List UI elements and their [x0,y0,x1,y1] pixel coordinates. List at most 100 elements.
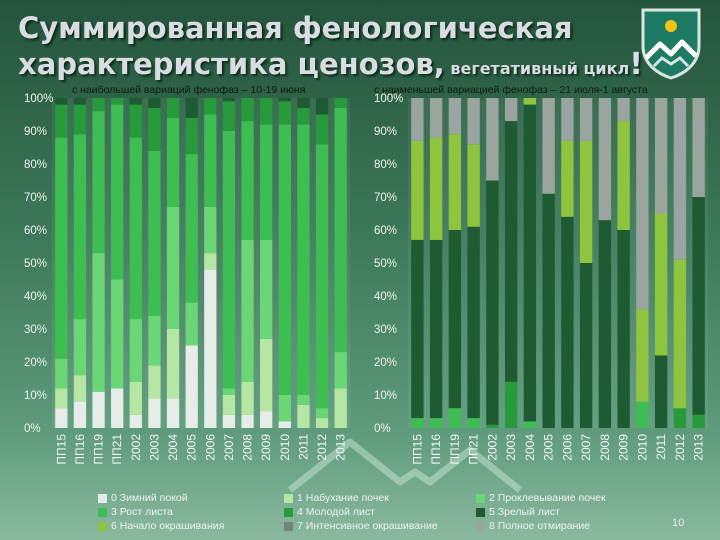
bar-segment [92,98,105,112]
bar-segment [429,98,443,138]
bar-segment [429,137,443,240]
bar-segment [617,98,630,122]
y-tick-label: 0% [374,423,391,435]
bar-segment [429,239,443,419]
x-tick-label: 2007 [222,434,236,461]
bar-segment [486,180,499,425]
title-line-2: характеристика ценозов, [18,47,445,81]
bar-segment [448,408,462,428]
bar-segment [654,355,668,428]
bar-segment [692,98,705,197]
phenology-charts: 0% 10% 20% 30% 40% 50% 60% 70% 80% 90% 100% с наибо… [24,84,706,465]
bar-segment [297,395,310,405]
bar-segment [523,98,537,105]
y-tick-label: 10% [374,390,397,402]
bar-segment [334,107,347,353]
bar-segment [579,140,593,263]
y-tick-label: 90% [24,126,47,138]
title-line-1: Суммированная фенологическая [18,11,573,45]
legend-label: 0 Зимний покой [111,492,188,504]
legend-swatch [98,493,107,503]
bar-segment [260,411,273,428]
x-tick-label: ПП16 [73,434,87,465]
bar-segment [297,107,310,125]
bar-segment [411,140,424,240]
bar-segment [148,98,161,108]
y-tick-label: 50% [374,258,397,270]
y-tick-label: 60% [24,225,47,237]
bar-segment [148,150,161,316]
bar-segment [241,414,254,428]
bar-segment [297,98,310,108]
bar-segment [222,98,236,102]
bar-segment [204,114,217,207]
legend-label: 4 Молодой лист [297,506,375,518]
bar-segment [429,418,443,428]
x-tick-label: 2003 [147,434,161,461]
bar-segment [166,398,180,428]
bar-segment [241,381,254,415]
bar-segment [241,98,254,122]
page-number: 10 [672,517,685,529]
legend-item: 8 Полное отмирание [476,520,590,532]
bar-segment [617,121,630,230]
bar-segment [111,104,124,280]
legend-label: 5 Зрелый лист [489,506,560,518]
bar-segment [73,98,87,105]
bar-segment [55,98,68,105]
bar-segment [111,388,124,428]
legend-swatch [476,521,485,531]
bar-segment [692,197,705,415]
bar-segment [73,319,87,376]
x-tick-label: 2011 [296,434,310,460]
bar-segment [260,124,273,240]
bar-segment [260,338,273,412]
y-tick-label: 40% [374,291,397,303]
bar-segment [542,98,555,194]
legend: 0 Зимний покой 1 Набухание почек 2 Проклев… [0,488,720,540]
title-exclaim: ! [629,47,643,82]
bar-segment [73,375,87,402]
x-tick-label: 2003 [504,434,518,461]
bar-segment [315,114,329,145]
bar-segment [542,193,555,428]
bar-segment [166,117,180,207]
x-tick-label: ПП15 [410,434,424,465]
y-tick-label: 30% [24,324,47,336]
x-tick-label: 2009 [617,434,631,461]
y-tick-label: 0% [24,423,41,435]
legend-item: 6 Начало окрашивания [98,520,224,532]
bar-segment [204,253,217,270]
bar-segment [204,98,217,115]
title-line-2-small: вегетативный цикл [450,59,630,78]
decorative-mountain-line [287,438,523,493]
x-tick-label: 2013 [334,434,348,461]
y-tick-label: 70% [374,192,397,204]
bar-segment [486,98,499,181]
x-tick-label: 2010 [278,434,292,461]
bar-segment [204,269,217,428]
chart-subtitle: с наибольшей вариаций фенофаз – 10-19 ию… [72,84,305,96]
bar-segment [334,352,347,389]
y-tick-label: 100% [374,93,403,105]
bar-segment [315,408,329,419]
legend-item: 7 Интенсивное окрашивание [284,520,438,532]
bar-segment [411,98,424,141]
bar-segment [504,121,518,382]
bar-segment [204,206,217,254]
bar-segment [73,134,87,320]
bar-segment [222,388,236,395]
y-tick-label: 60% [374,225,397,237]
bar-segment [448,230,462,409]
bar-segment [148,315,161,366]
bar-segment [185,98,198,118]
bar-segment [73,401,87,428]
bar-segment [636,309,649,402]
shield-logo-icon [641,8,701,80]
legend-swatch [476,507,485,517]
bar-segment [692,414,705,428]
bar-segment [579,263,593,428]
x-tick-label: 2012 [673,434,687,461]
bar-segment [278,101,291,125]
bar-segment [222,395,236,415]
